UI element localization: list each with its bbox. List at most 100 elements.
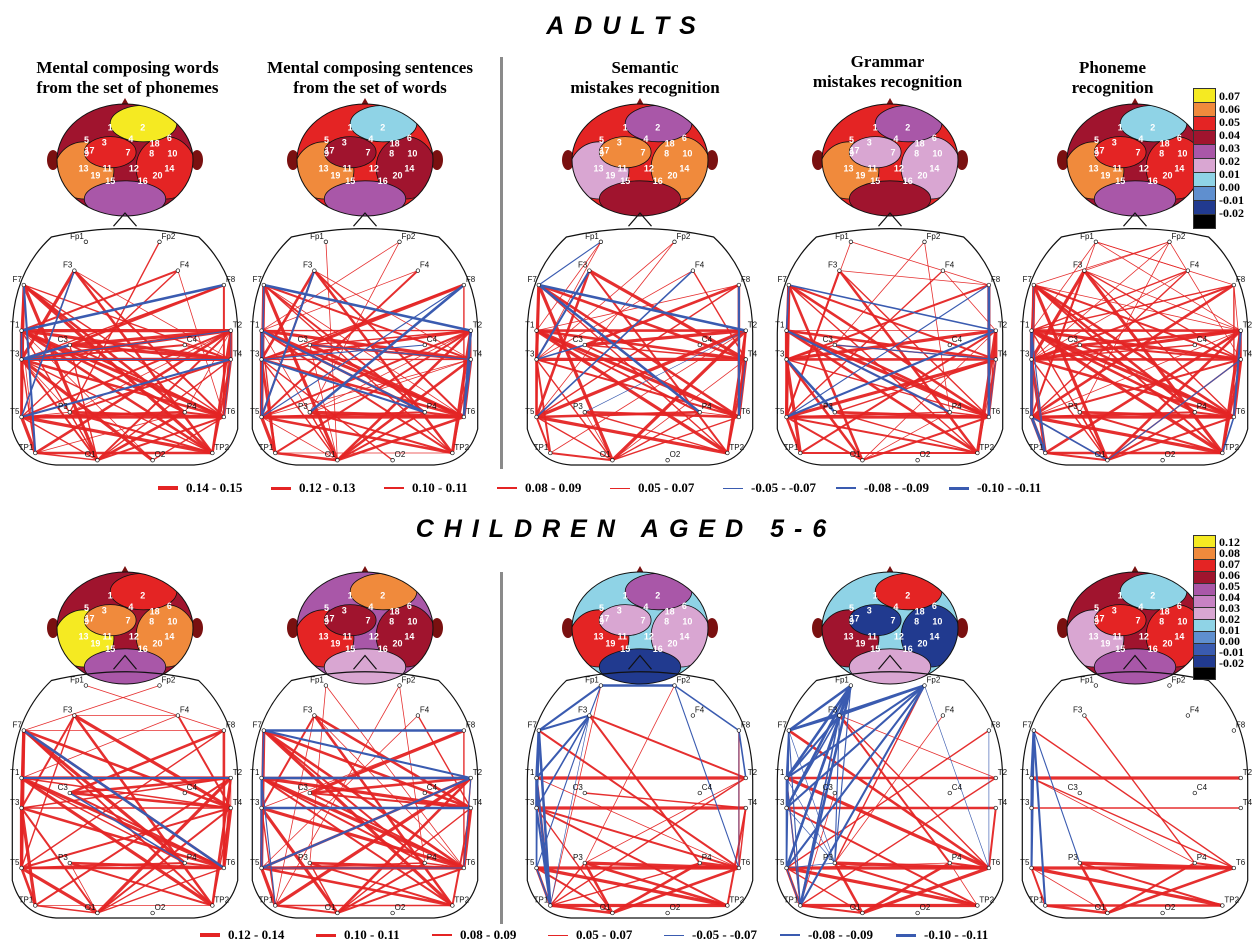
electrode-dot — [422, 790, 427, 796]
electrode-dot — [157, 239, 162, 244]
connection-positive — [262, 729, 466, 870]
electrode-dot — [697, 410, 702, 415]
connection-positive — [535, 416, 552, 454]
map-region-number: 10 — [932, 149, 942, 159]
connection-negative — [535, 269, 694, 418]
legend-label: 0.12 - 0.13 — [299, 480, 356, 495]
electrode-label: F3 — [63, 706, 73, 715]
connectivity-head: Fp1 Fp2 F7 F3 F4 F8 T1 C3 C4 T2 T3 T4 T5 P3 P4 T6 TP1 O1 O… — [250, 212, 483, 466]
electrode-label: O2 — [920, 450, 931, 459]
map-region-number: 11 — [342, 631, 352, 641]
electrode-label: C4 — [702, 335, 713, 344]
connection-negative — [537, 714, 591, 732]
map-outline — [56, 571, 194, 685]
electrode-label: T6 — [991, 407, 1001, 416]
electrode-label: T2 — [233, 321, 243, 330]
electrode-label: P3 — [58, 402, 68, 411]
electrode-dot — [1192, 410, 1197, 415]
connection-positive — [68, 792, 225, 869]
electrode-label: TP2 — [979, 896, 994, 905]
legend-item: 0.08 - 0.09 — [497, 479, 581, 497]
connection-positive — [399, 685, 426, 864]
map-region-number: 5 — [324, 603, 329, 613]
map-region-number: 17 — [324, 146, 334, 156]
condition-title-sentences-text: Mental composing sentences from the set … — [267, 58, 473, 97]
connection-positive — [308, 411, 454, 454]
electrode-label: Fp2 — [927, 676, 941, 685]
electrode-dot — [860, 910, 865, 916]
connection-positive — [535, 329, 748, 361]
connection-positive — [786, 241, 852, 418]
electrode-dot — [598, 239, 604, 244]
map-region-number: 3 — [102, 605, 107, 615]
map-region-number: 19 — [605, 171, 615, 181]
map-region-number: 15 — [620, 176, 630, 186]
scale-label: 0.04 — [1219, 589, 1240, 604]
map-region-number: 5 — [1094, 135, 1099, 145]
electrode-label: Fp2 — [402, 232, 416, 241]
electrode-label: T2 — [748, 768, 758, 777]
connection-positive — [261, 330, 338, 461]
electrode-dot — [72, 268, 77, 273]
electrode-label: F8 — [741, 721, 751, 730]
electrode-label: T5 — [775, 407, 785, 416]
connection-positive — [1083, 714, 1196, 864]
head-nose — [353, 654, 377, 670]
connection-negative — [785, 284, 790, 332]
scale-label: 0.06 — [1219, 101, 1240, 116]
connection-positive — [23, 284, 225, 418]
connection-positive — [799, 777, 997, 907]
electrode-label: T6 — [1236, 858, 1246, 867]
connection-positive — [784, 776, 991, 870]
electrode-dot — [743, 805, 748, 811]
connection-positive — [68, 729, 226, 795]
map-outline — [296, 103, 434, 217]
map-region-number: 12 — [894, 163, 904, 173]
electrode-label: Fp2 — [677, 232, 691, 241]
electrode-label: P3 — [823, 853, 833, 862]
map-ear-left — [47, 150, 59, 170]
color-scale-children: 0.12 0.08 0.07 0.06 0.05 0.04 0.03 0.02 0.01 0.00… — [1193, 535, 1244, 680]
connection-negative — [1031, 359, 1046, 454]
map-contour-region — [323, 604, 377, 637]
electrode-label: TP1 — [784, 896, 799, 905]
map-region-number: 7 — [890, 616, 895, 626]
map-region-number: 9 — [1094, 617, 1099, 627]
electrode-label: TP1 — [534, 443, 549, 452]
connection-positive — [20, 269, 179, 332]
connection-positive — [1084, 270, 1242, 332]
scale-label: 0.01 — [1219, 166, 1240, 181]
scale-swatch — [1193, 656, 1216, 668]
map-region-number: 7 — [1135, 616, 1140, 626]
connection-positive — [584, 685, 675, 864]
connection-positive — [20, 777, 186, 864]
connection-positive — [325, 241, 338, 461]
connection-positive — [1031, 777, 1196, 864]
connection-positive — [211, 776, 233, 907]
map-region-number: 14 — [404, 163, 414, 173]
electrode-label: F3 — [578, 261, 588, 270]
connection-positive — [535, 807, 729, 907]
electrode-dot — [307, 790, 312, 796]
electrode-label: O1 — [325, 450, 336, 459]
electrode-label: Fp1 — [70, 676, 84, 685]
electrode-dot — [582, 342, 587, 348]
map-region-number: 18 — [390, 606, 400, 616]
map-region-number: 6 — [682, 133, 687, 143]
connection-positive — [1106, 862, 1196, 914]
map-region-number: 16 — [1148, 644, 1158, 654]
map-region-number: 12 — [369, 631, 379, 641]
connection-positive — [20, 358, 36, 454]
electrode-dot — [150, 910, 155, 916]
electrode-dot — [175, 268, 181, 273]
map-region-number: 14 — [929, 163, 939, 173]
electrode-dot — [736, 728, 742, 733]
map-region-number: 20 — [668, 171, 678, 181]
map-region-number: 8 — [914, 617, 919, 627]
connection-positive — [263, 284, 465, 418]
electrode-label: T2 — [748, 321, 758, 330]
connection-positive — [862, 411, 951, 461]
map-region-number: 13 — [79, 631, 89, 641]
